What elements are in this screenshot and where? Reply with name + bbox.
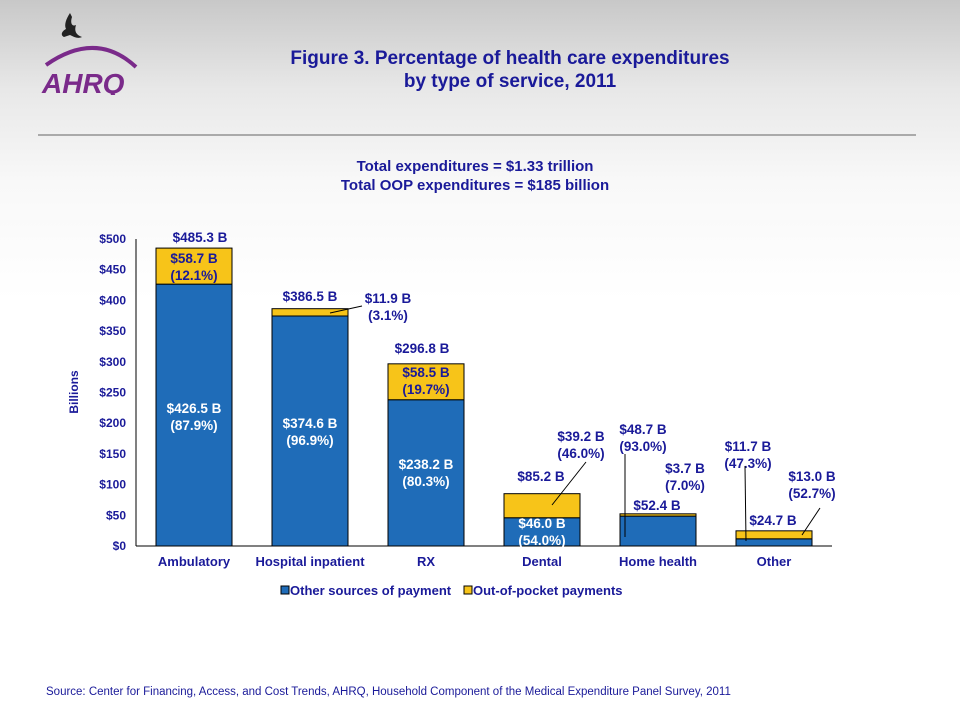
y-tick-label: $450 xyxy=(99,263,126,277)
oop-percent-label: (52.7%) xyxy=(788,486,835,501)
oop-percent-label: (46.0%) xyxy=(557,446,604,461)
bar-out-of-pocket xyxy=(271,308,349,317)
oop-value-label: $3.7 B xyxy=(665,461,705,476)
other-percent-label: (54.0%) xyxy=(518,533,565,548)
divider xyxy=(38,134,916,136)
bar-other-sources xyxy=(155,283,233,547)
subtitle-line-2: Total OOP expenditures = $185 billion xyxy=(340,177,610,194)
bar-other-sources xyxy=(387,399,465,547)
total-label: $85.2 B xyxy=(517,469,565,484)
oop-value-label: $13.0 B xyxy=(788,469,836,484)
legend-label: Out-of-pocket payments xyxy=(473,583,623,598)
oop-value-label: $39.2 B xyxy=(557,429,605,444)
other-value-label: $238.2 B xyxy=(399,457,454,472)
title-line-1: Figure 3. Percentage of health care expe… xyxy=(290,48,730,69)
y-tick-label: $250 xyxy=(99,386,126,400)
legend-label: Other sources of payment xyxy=(290,583,452,598)
other-percent-label: (80.3%) xyxy=(402,474,449,489)
y-axis-label: Billions xyxy=(67,370,81,414)
chart-title: Figure 3. Percentage of health care expe… xyxy=(200,47,820,93)
total-label: $386.5 B xyxy=(283,289,338,304)
leader-line xyxy=(551,461,587,506)
other-percent-label: (96.9%) xyxy=(286,433,333,448)
leader-line xyxy=(744,465,747,542)
other-value-label: $48.7 B xyxy=(619,422,667,437)
x-tick-label: RX xyxy=(417,554,435,569)
leader-line xyxy=(329,305,363,314)
total-label: $485.3 B xyxy=(173,230,228,245)
subtitle-line-1: Total expenditures = $1.33 trillion xyxy=(356,158,594,175)
bar-other-sources xyxy=(735,538,813,547)
leader-line xyxy=(801,507,821,536)
hhs-eagle-icon: AHRQ xyxy=(41,13,138,99)
oop-value-label: $11.9 B xyxy=(365,291,412,306)
oop-value-label: $58.5 B xyxy=(402,365,450,380)
x-tick-label: Other xyxy=(757,554,792,569)
x-tick-label: Dental xyxy=(522,554,562,569)
legend-swatch xyxy=(280,585,290,595)
other-percent-label: (87.9%) xyxy=(170,418,217,433)
bar-other-sources xyxy=(503,517,581,547)
bar-out-of-pocket xyxy=(503,493,581,519)
title-line-2: by type of service, 2011 xyxy=(403,71,617,92)
other-value-label: $11.7 B xyxy=(725,439,772,454)
total-label: $24.7 B xyxy=(749,513,797,528)
y-tick-label: $50 xyxy=(106,508,126,522)
y-tick-label: $200 xyxy=(99,416,126,430)
source-note: Source: Center for Financing, Access, an… xyxy=(46,686,731,698)
legend-swatch xyxy=(463,585,473,595)
total-label: $296.8 B xyxy=(395,341,450,356)
bar-out-of-pocket xyxy=(619,513,697,517)
y-tick-label: $0 xyxy=(113,539,127,553)
y-tick-label: $350 xyxy=(99,324,126,338)
other-percent-label: (47.3%) xyxy=(724,456,771,471)
logo-text: AHRQ xyxy=(41,68,125,95)
other-value-label: $46.0 B xyxy=(518,516,566,531)
ahrq-logo: AHRQ xyxy=(36,5,146,100)
other-value-label: $426.5 B xyxy=(167,401,222,416)
bar-out-of-pocket xyxy=(155,247,233,285)
oop-percent-label: (19.7%) xyxy=(402,382,449,397)
y-tick-label: $100 xyxy=(99,478,126,492)
oop-percent-label: (12.1%) xyxy=(170,268,217,283)
bar-out-of-pocket xyxy=(387,363,465,401)
chart-subtitle: Total expenditures = $1.33 trillion Tota… xyxy=(200,157,750,195)
x-tick-label: Home health xyxy=(619,554,697,569)
bar-other-sources xyxy=(271,315,349,547)
oop-percent-label: (3.1%) xyxy=(368,308,408,323)
other-value-label: $374.6 B xyxy=(283,416,338,431)
oop-value-label: $58.7 B xyxy=(170,251,218,266)
bar-out-of-pocket xyxy=(735,530,813,540)
other-percent-label: (93.0%) xyxy=(619,439,666,454)
y-tick-label: $150 xyxy=(99,447,126,461)
y-tick-label: $500 xyxy=(99,232,126,246)
bar-other-sources xyxy=(619,515,697,547)
x-tick-label: Ambulatory xyxy=(158,554,231,569)
x-tick-label: Hospital inpatient xyxy=(255,554,365,569)
total-label: $52.4 B xyxy=(633,498,681,513)
y-tick-label: $300 xyxy=(99,355,126,369)
y-tick-label: $400 xyxy=(99,293,126,307)
oop-percent-label: (7.0%) xyxy=(665,478,705,493)
